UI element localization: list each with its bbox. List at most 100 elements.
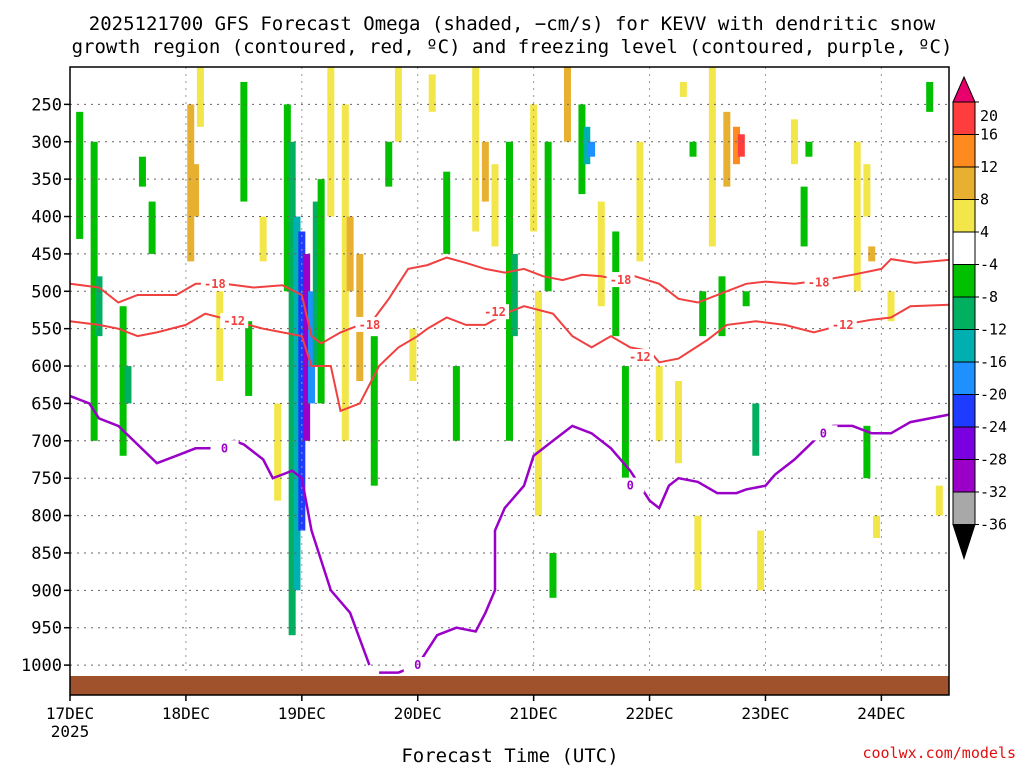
y-tick-label: 250	[31, 95, 62, 115]
contour-minus18	[69, 256, 950, 345]
omega-cell	[307, 291, 315, 404]
contour-label-bg	[616, 477, 645, 493]
colorbar-swatch	[952, 296, 976, 330]
omega-cell	[187, 104, 195, 262]
omega-cell	[800, 186, 808, 247]
colorbar-label: -8	[980, 288, 998, 306]
omega-cell	[298, 231, 306, 531]
contour-label-bg	[625, 349, 654, 365]
omega-cell	[76, 111, 84, 239]
omega-cell	[935, 485, 943, 516]
colorbar-swatch	[952, 134, 976, 168]
colorbar-swatch	[952, 459, 976, 493]
contour-label-minus12: -12	[629, 350, 651, 364]
omega-cell	[472, 67, 480, 232]
colorbar-label: -20	[980, 386, 1007, 404]
colorbar-label: 4	[980, 223, 989, 241]
omega-cell	[317, 179, 325, 404]
colorbar-swatch	[952, 426, 976, 460]
omega-cell	[491, 164, 499, 247]
contour-label-bg	[220, 313, 249, 329]
omega-cell	[621, 366, 629, 486]
omega-cell	[732, 126, 740, 165]
omega-cell	[752, 403, 760, 456]
y-tick-label: 950	[31, 619, 62, 639]
chart-title-line2: growth region (contoured, red, ºC) and f…	[72, 36, 953, 58]
colorbar-bottom-arrow	[952, 524, 976, 561]
omega-cell	[863, 164, 871, 217]
contour-label-zero: 0	[627, 479, 634, 493]
y-tick-label: 500	[31, 282, 62, 302]
x-tick-label: 18DEC	[162, 704, 210, 723]
omega-cell	[119, 306, 127, 456]
y-tick-label: 900	[31, 581, 62, 601]
omega-cell	[138, 156, 146, 187]
omega-cell	[597, 201, 605, 307]
contour-layer: -18 -18 -18 -18 -12 -12 -12 -12 0 0 0 0	[69, 256, 950, 674]
omega-cell	[510, 253, 518, 337]
contour-label-bg	[210, 440, 239, 456]
chart-title-line1: 2025121700 GFS Forecast Omega (shaded, −…	[89, 13, 936, 35]
omega-cell	[90, 141, 98, 441]
omega-cell	[245, 321, 253, 396]
omega-cell	[544, 141, 552, 292]
colorbar-swatch	[952, 491, 976, 525]
x-tick-label: 20DEC	[394, 704, 442, 723]
omega-cell	[312, 201, 320, 367]
colorbar-label: -28	[980, 451, 1007, 469]
omega-cell	[288, 141, 296, 636]
omega-cell	[723, 111, 731, 187]
omega-cell	[530, 104, 538, 232]
contour-label-minus18: -18	[359, 318, 381, 332]
omega-cell	[675, 381, 683, 464]
contour-label-minus12: -12	[484, 305, 506, 319]
omega-cell	[409, 328, 417, 381]
x-tick-label: 23DEC	[741, 704, 789, 723]
omega-cell	[394, 67, 402, 142]
omega-cell	[583, 126, 591, 165]
contour-label-minus18: -18	[204, 277, 226, 291]
x-tick-sublabel: 2025	[51, 722, 90, 741]
colorbar-label: -36	[980, 516, 1007, 534]
contour-label-zero: 0	[414, 658, 421, 672]
contour-label-bg	[481, 304, 510, 320]
credit-text: coolwx.com/models	[862, 744, 1016, 762]
omega-cell	[699, 291, 707, 337]
omega-cell	[742, 291, 750, 307]
omega-cell	[148, 201, 156, 254]
colorbar-swatch	[952, 361, 976, 395]
colorbar-label: -12	[980, 321, 1007, 339]
colorbar-label: 12	[980, 158, 998, 176]
colorbar-label: 16	[980, 126, 998, 144]
y-tick-label: 450	[31, 245, 62, 265]
colorbar-swatch	[952, 231, 976, 265]
colorbar-label: -24	[980, 418, 1007, 436]
omega-cell	[293, 216, 301, 591]
y-tick-label: 600	[31, 357, 62, 377]
omega-cell	[240, 81, 248, 202]
y-tick-label: 850	[31, 544, 62, 564]
colorbar-label: 8	[980, 191, 989, 209]
colorbar-swatch	[952, 199, 976, 233]
contour-label-bg	[606, 272, 635, 288]
colorbar-label: 20	[980, 107, 998, 125]
omega-cell	[708, 67, 716, 247]
omega-cell	[481, 141, 489, 202]
omega-cell	[534, 291, 542, 516]
omega-cell	[926, 81, 934, 112]
omega-cell	[636, 141, 644, 262]
omega-cell	[549, 552, 557, 598]
omega-cell	[385, 141, 393, 187]
omega-cell	[718, 276, 726, 337]
colorbar-swatch	[952, 101, 976, 135]
colorbar-swatch	[952, 166, 976, 200]
omega-cell	[694, 515, 702, 591]
omega-cell	[370, 336, 378, 486]
contour-label-bg	[355, 316, 384, 332]
x-tick-label: 22DEC	[625, 704, 673, 723]
omega-cell	[790, 119, 798, 165]
contour-label-bg	[828, 316, 857, 332]
